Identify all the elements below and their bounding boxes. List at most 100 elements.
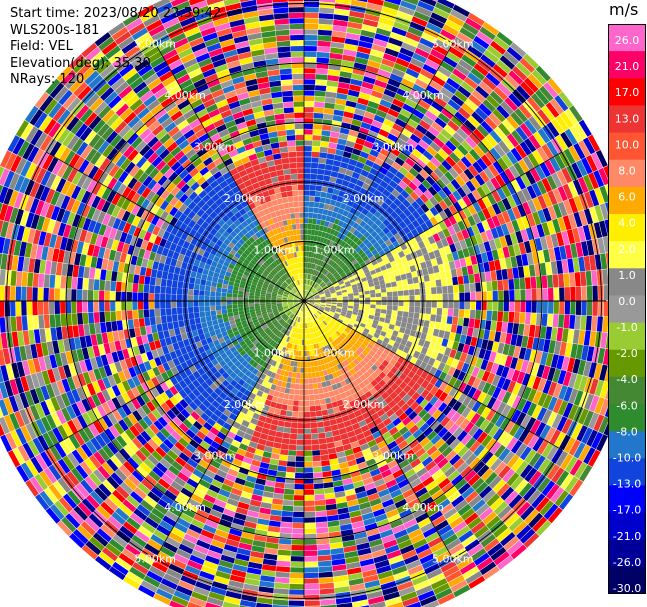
gate	[433, 249, 441, 258]
gate	[304, 84, 315, 91]
gate	[314, 302, 320, 305]
gate	[337, 87, 349, 95]
gate	[476, 158, 488, 171]
gate	[437, 230, 446, 240]
gate	[485, 229, 494, 241]
gate	[438, 391, 448, 402]
gate	[558, 273, 565, 288]
gate	[428, 105, 441, 117]
gate	[522, 201, 532, 216]
gate	[445, 19, 462, 32]
gate	[602, 316, 609, 333]
gate	[496, 376, 506, 389]
ray	[304, 301, 584, 497]
gate	[494, 259, 501, 271]
gate	[292, 332, 296, 339]
gate	[326, 350, 332, 357]
gate	[465, 17, 482, 31]
gate	[324, 309, 330, 313]
gate	[510, 111, 524, 126]
gate	[293, 327, 297, 333]
gate	[364, 522, 378, 532]
gate	[495, 364, 505, 377]
gate	[420, 261, 427, 270]
gate	[324, 345, 329, 352]
gate	[450, 94, 465, 107]
gate	[353, 273, 360, 279]
gate	[405, 272, 413, 279]
gate	[347, 459, 358, 467]
gate	[599, 220, 608, 237]
gate	[334, 243, 340, 250]
gate	[297, 328, 300, 334]
gate	[507, 380, 517, 394]
gate	[371, 503, 384, 512]
gate	[507, 393, 517, 407]
gate	[294, 339, 298, 345]
gate	[343, 545, 357, 553]
gate	[405, 559, 422, 570]
gate	[304, 406, 310, 412]
gate	[370, 304, 376, 309]
gate	[519, 446, 532, 461]
gate	[473, 244, 481, 255]
gate	[425, 260, 433, 268]
gate	[394, 386, 403, 395]
gate	[372, 162, 382, 171]
gate	[335, 258, 341, 264]
gate	[390, 445, 401, 455]
gate	[507, 540, 523, 555]
gate	[580, 271, 587, 286]
gate	[339, 202, 347, 210]
gate	[341, 311, 347, 315]
gate	[243, 583, 259, 592]
gate	[403, 384, 412, 394]
gate	[304, 57, 317, 63]
gate	[346, 95, 359, 103]
gate	[518, 242, 527, 255]
gate	[304, 18, 319, 24]
gate	[474, 415, 486, 428]
gate	[350, 268, 357, 274]
gate	[319, 307, 325, 310]
gate	[360, 121, 372, 130]
gate	[525, 312, 531, 325]
gate	[413, 282, 420, 290]
gate	[337, 82, 350, 90]
gate	[437, 524, 452, 537]
gate	[329, 247, 335, 253]
gate	[313, 305, 319, 309]
gate	[308, 322, 312, 328]
gate	[283, 427, 291, 434]
gate	[315, 302, 321, 304]
gate	[582, 137, 596, 155]
gate	[347, 572, 363, 581]
gate	[591, 270, 598, 286]
gate	[280, 409, 287, 416]
gate	[298, 345, 302, 351]
gate	[501, 223, 510, 236]
gate	[325, 271, 330, 277]
gate	[304, 262, 306, 268]
gate	[512, 89, 527, 104]
gate	[431, 121, 444, 133]
gate	[513, 278, 520, 290]
gate	[361, 331, 368, 337]
gate	[522, 386, 532, 400]
gate	[362, 378, 371, 386]
gate	[480, 54, 496, 68]
gate	[367, 375, 375, 383]
gate	[337, 172, 345, 180]
gate	[426, 505, 440, 517]
gate	[425, 373, 434, 383]
gate	[295, 322, 299, 328]
gate	[415, 344, 423, 353]
gate	[362, 477, 374, 486]
gate	[420, 389, 430, 399]
gate	[339, 262, 345, 268]
gate	[437, 301, 443, 308]
gate	[304, 23, 319, 30]
gate	[389, 32, 405, 42]
gate	[568, 372, 578, 388]
gate	[304, 107, 314, 113]
